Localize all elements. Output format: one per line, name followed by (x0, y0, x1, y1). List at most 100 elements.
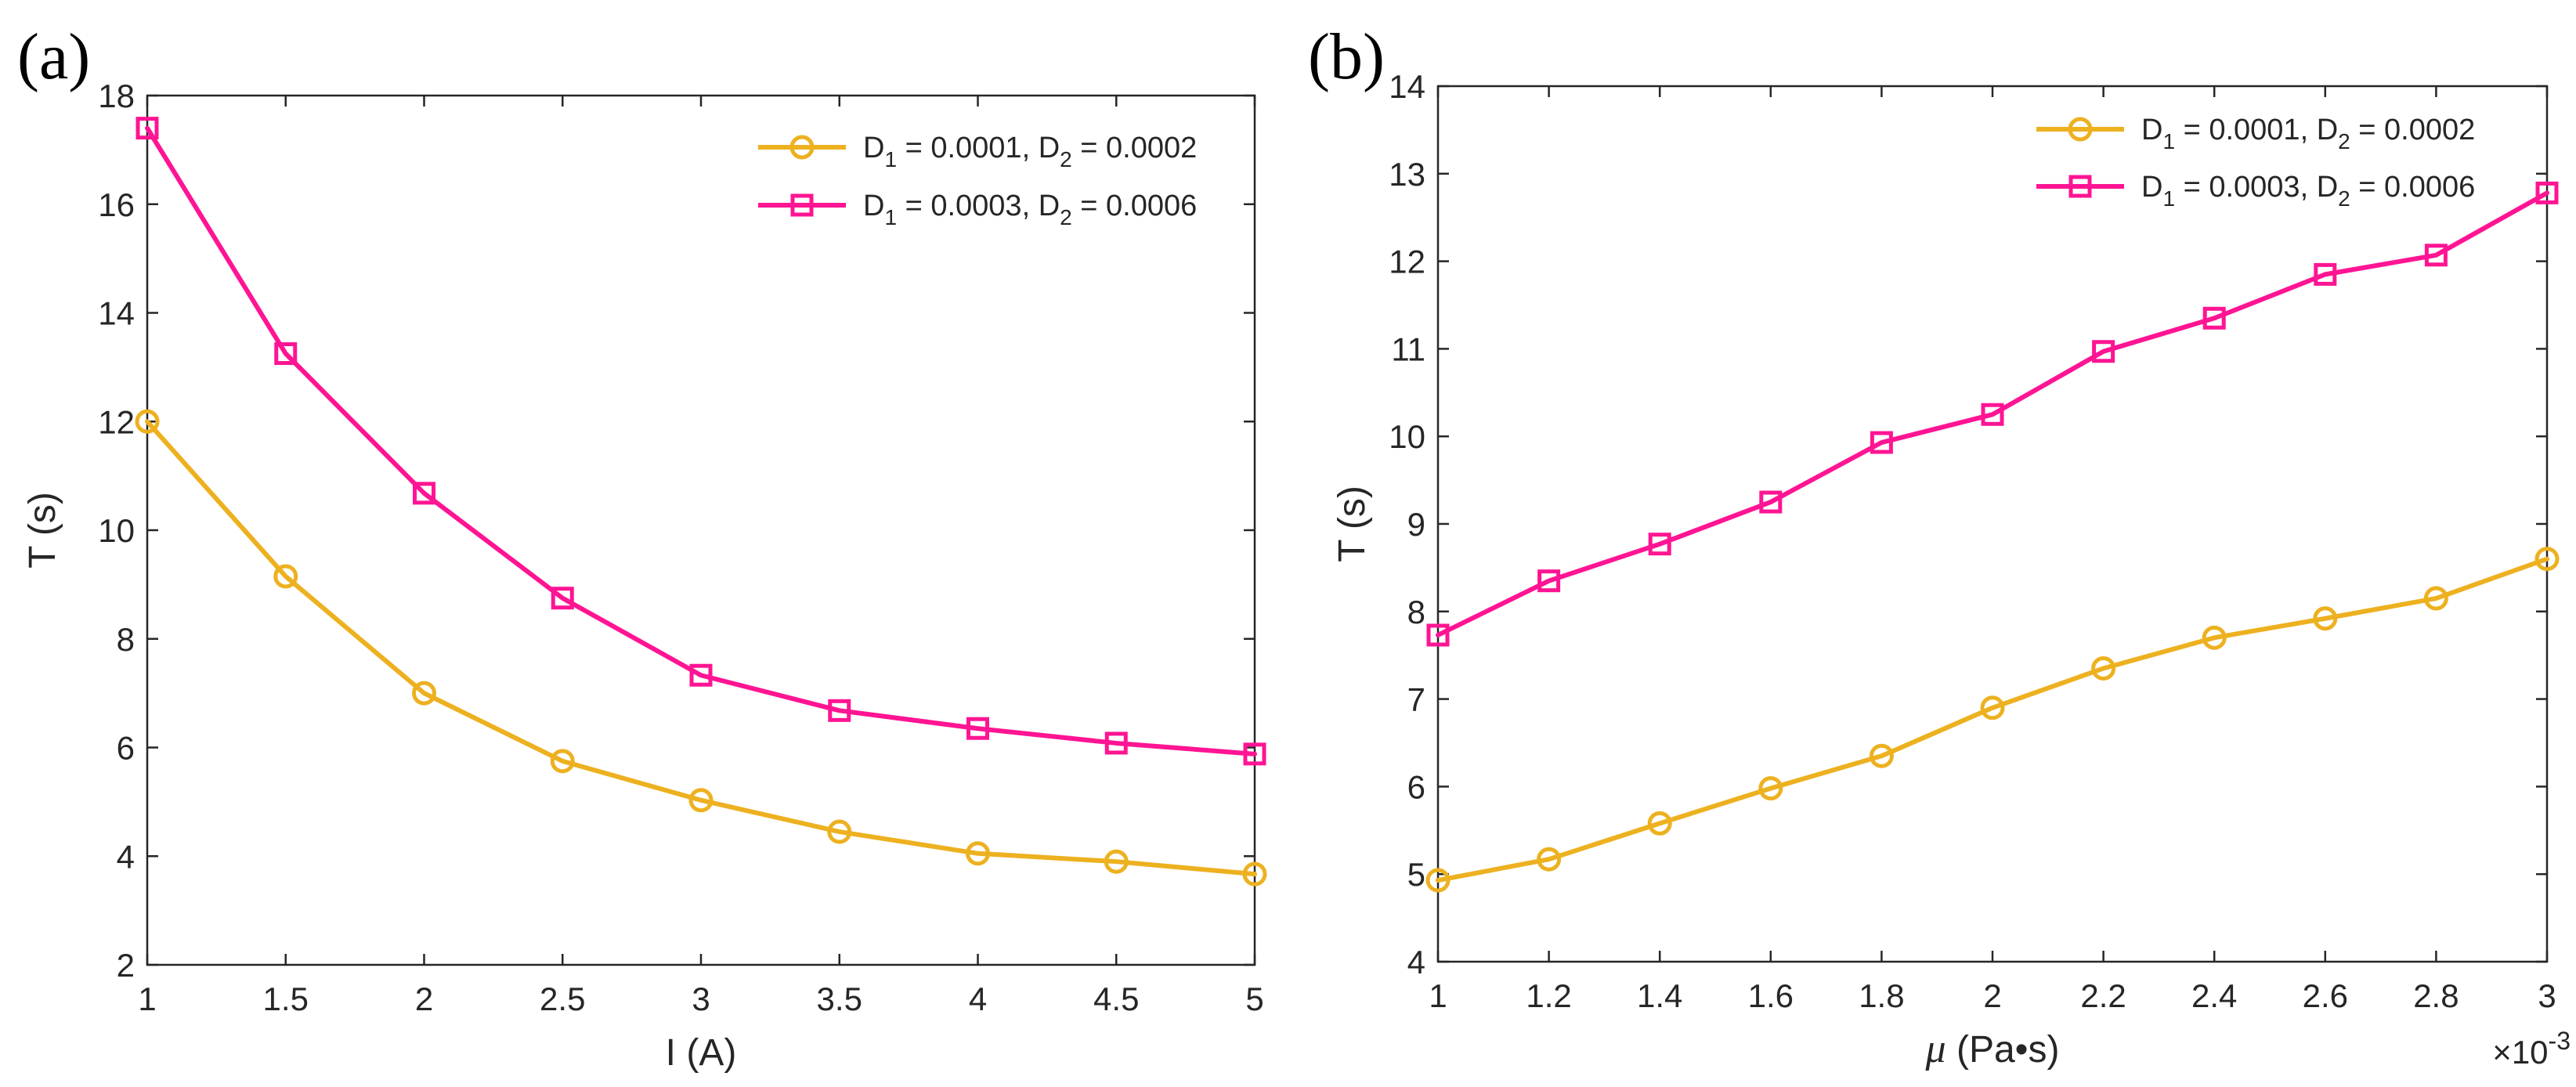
y-tick-label: 5 (1407, 856, 1425, 893)
x-tick-label: 2.2 (2080, 977, 2126, 1014)
x-tick-label: 2.4 (2191, 977, 2237, 1014)
data-point-square (1759, 490, 1783, 514)
y-axis-label: T (s) (1331, 486, 1373, 562)
x-tick-label: 1 (1429, 977, 1447, 1014)
data-point-circle (2202, 625, 2227, 650)
legend-d1-value: = 0.0003, (897, 190, 1039, 222)
y-tick-label: 6 (1407, 768, 1425, 805)
data-point-circle (2091, 655, 2116, 681)
x-tick-label: 1.8 (1859, 977, 1904, 1014)
data-point-circle (412, 681, 436, 706)
legend-d2-value: = 0.0006 (1072, 190, 1198, 222)
legend-marker-square (790, 193, 814, 217)
series-line (1436, 190, 2549, 637)
data-point-square (413, 482, 435, 505)
x-tick-label: 4.5 (1093, 980, 1139, 1017)
data-point-square (1648, 533, 1671, 556)
legend-entry-1: D1 = 0.0001, D2 = 0.0002 (2036, 114, 2475, 153)
legend-d1-sub: 1 (2162, 129, 2175, 153)
y-tick-label: 4 (117, 838, 135, 875)
legend-d1: D (2141, 114, 2162, 146)
data-point-square (2535, 181, 2559, 204)
x-tick-label: 2 (1983, 977, 2001, 1014)
x-tick-label: 5 (1245, 980, 1263, 1017)
legend-d2: D (1039, 132, 1060, 164)
x-tick-label: 2.8 (2413, 977, 2459, 1014)
x-tick-label: 3.5 (817, 980, 862, 1017)
y-tick-label: 8 (117, 621, 135, 658)
x-tick-label: 2 (415, 980, 433, 1017)
x-tick-label: 1.5 (263, 980, 309, 1017)
series-line (145, 419, 1257, 877)
x-tick-label: 1.4 (1637, 977, 1682, 1014)
y-axis-label: T (s) (22, 492, 63, 569)
legend-d2-sub: 2 (2338, 129, 2350, 153)
data-point-circle (688, 788, 714, 813)
data-point-square (551, 587, 574, 610)
legend-d2: D (1039, 190, 1060, 222)
legend-d1-sub: 1 (884, 147, 897, 172)
y-tick-label: 12 (1389, 244, 1425, 280)
legend-entry-1: D1 = 0.0001, D2 = 0.0002 (758, 132, 1197, 172)
y-tick-label: 2 (117, 947, 135, 984)
legend-d2-sub: 2 (1060, 205, 1072, 229)
data-point-square (966, 717, 989, 740)
legend-marker-circle (789, 135, 815, 160)
legend-entry-2: D1 = 0.0003, D2 = 0.0006 (2036, 171, 2475, 211)
legend-entry-2: D1 = 0.0003, D2 = 0.0006 (758, 190, 1197, 229)
legend-marker-circle (2068, 117, 2093, 142)
data-point-square (1104, 731, 1128, 755)
y-tick-label: 14 (1389, 68, 1425, 105)
data-point-circle (2534, 547, 2560, 572)
y-tick-label: 18 (98, 78, 135, 114)
x-tick-label: 3 (692, 980, 710, 1017)
data-point-circle (273, 564, 298, 589)
data-point-square (135, 117, 159, 140)
legend-d2: D (2317, 114, 2338, 146)
legend-d1-sub: 1 (2162, 186, 2175, 211)
series-line (145, 125, 1257, 757)
legend-d1: D (863, 132, 884, 164)
series-2 (135, 117, 1266, 766)
data-point-square (1981, 403, 2004, 426)
y-tick-label: 9 (1407, 506, 1425, 543)
x-tick-label: 3 (2538, 977, 2556, 1014)
y-tick-label: 14 (98, 295, 135, 332)
y-tick-label: 12 (98, 403, 135, 440)
y-tick-label: 7 (1407, 681, 1425, 718)
legend-d1-sub: 1 (884, 205, 897, 229)
x-tick-label: 4 (969, 980, 987, 1017)
series-2 (1426, 181, 2559, 647)
data-point-square (1537, 569, 1561, 593)
x-tick-label: 1.6 (1748, 977, 1794, 1014)
x-exponent-power: -3 (2549, 1027, 2571, 1055)
data-point-square (1243, 742, 1266, 766)
x-exponent-base: ×10 (2492, 1034, 2548, 1071)
legend-d2: D (2317, 171, 2338, 204)
legend-label: D1 = 0.0003, D2 = 0.0006 (863, 190, 1197, 229)
plot-area-frame (146, 94, 1256, 966)
legend-d2-value: = 0.0002 (2350, 114, 2476, 146)
data-point-circle (2313, 606, 2338, 631)
data-point-circle (1537, 847, 1562, 872)
plot-area-frame (1436, 85, 2549, 963)
panel-label: (b) (1308, 20, 1385, 93)
y-tick-label: 13 (1389, 156, 1425, 193)
panel-label: (a) (17, 20, 90, 93)
legend-d2-value: = 0.0006 (2350, 171, 2476, 204)
legend-d1: D (2141, 171, 2162, 204)
data-point-square (2424, 244, 2448, 267)
legend-d2-sub: 2 (1060, 147, 1072, 172)
data-point-circle (2423, 586, 2448, 611)
data-point-circle (135, 409, 160, 434)
legend-d1-value: = 0.0001, (897, 132, 1039, 164)
data-point-square (1870, 431, 1893, 454)
y-tick-label: 11 (1391, 330, 1425, 367)
legend-label: D1 = 0.0001, D2 = 0.0002 (2141, 114, 2475, 153)
data-point-square (274, 342, 298, 366)
y-tick-label: 6 (117, 730, 135, 767)
data-point-circle (1242, 861, 1267, 887)
data-point-square (1426, 623, 1450, 647)
legend-marker-square (2068, 175, 2092, 198)
